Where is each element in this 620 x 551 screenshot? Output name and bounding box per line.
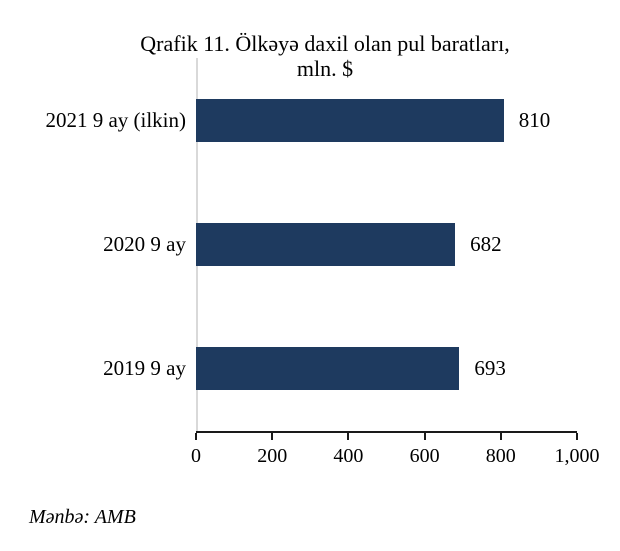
value-label: 693	[474, 356, 506, 381]
bar	[196, 98, 504, 142]
value-label: 810	[518, 107, 551, 132]
category-label: 2019 9 ay	[103, 356, 186, 381]
category-label: 2020 9 ay	[103, 231, 186, 256]
x-axis-tick	[576, 433, 578, 440]
x-axis-tick	[347, 433, 350, 440]
x-axis-tick-label: 0	[191, 445, 201, 467]
chart-title-line2: mln. $	[296, 56, 354, 81]
x-axis-tick	[423, 433, 426, 440]
x-axis-tick-label: 600	[409, 445, 440, 467]
value-label: 682	[470, 231, 502, 256]
x-axis: 0 200 400 600 800 1,000	[191, 431, 600, 467]
chart-title-line1: Qrafik 11. Ölkəyə daxil olan pul baratla…	[140, 31, 510, 56]
chart-row: 2020 9 ay 682	[0, 182, 620, 306]
category-label: 2021 9 ay (ilkin)	[45, 107, 186, 132]
x-axis-tick	[271, 433, 274, 440]
bar	[196, 347, 460, 391]
bar	[196, 222, 456, 266]
source-note: Mənbə: AMB	[29, 506, 136, 528]
plot-area: 2021 9 ay (ilkin) 810 2020 9 ay 682 2019 9 a…	[0, 58, 620, 431]
x-axis-tick-label: 1,000	[554, 445, 600, 467]
chart-title: Qrafik 11. Ölkəyə daxil olan pul baratla…	[30, 31, 620, 81]
chart-rows: 2021 9 ay (ilkin) 810 2020 9 ay 682 2019 9 a…	[0, 58, 620, 431]
x-axis-tick-label: 400	[333, 445, 364, 467]
x-axis-tick	[195, 433, 197, 440]
x-axis-tick-label: 800	[485, 445, 516, 467]
x-axis-tick-label: 200	[257, 445, 288, 467]
x-axis-tick	[499, 433, 502, 440]
chart-row: 2021 9 ay (ilkin) 810	[0, 58, 620, 182]
chart-row: 2019 9 ay 693	[0, 307, 620, 431]
